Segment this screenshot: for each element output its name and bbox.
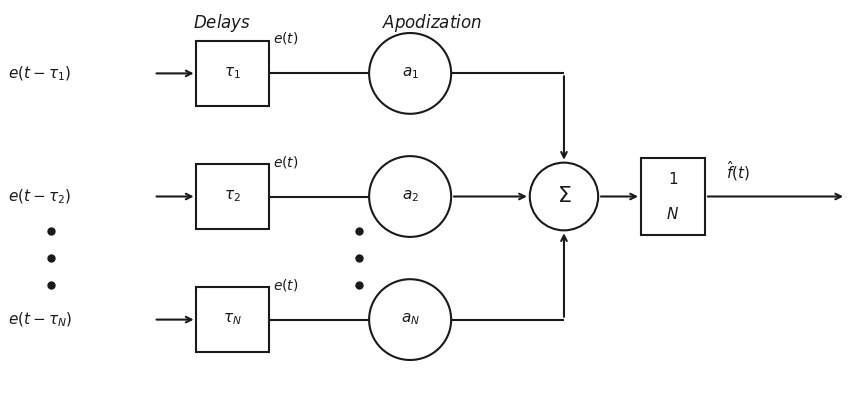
Text: $\mathit{\tau_2}$: $\mathit{\tau_2}$: [224, 189, 242, 204]
Text: $\mathit{Apodization}$: $\mathit{Apodization}$: [381, 13, 482, 35]
Bar: [197, 41, 269, 106]
Text: $\mathit{N}$: $\mathit{N}$: [666, 206, 679, 222]
Ellipse shape: [369, 33, 451, 114]
Text: $\mathit{\tau_1}$: $\mathit{\tau_1}$: [224, 66, 242, 81]
Bar: [641, 158, 705, 235]
Text: $\mathit{e(t - \tau_N)}$: $\mathit{e(t - \tau_N)}$: [9, 310, 72, 329]
Text: $\mathit{a_1}$: $\mathit{a_1}$: [401, 66, 419, 81]
Ellipse shape: [369, 279, 451, 360]
Text: $\mathit{e(t - \tau_1)}$: $\mathit{e(t - \tau_1)}$: [9, 64, 72, 83]
Text: $\mathit{e(t)}$: $\mathit{e(t)}$: [274, 154, 299, 169]
Text: $\mathit{a_2}$: $\mathit{a_2}$: [401, 189, 419, 204]
Text: $\mathit{Delays}$: $\mathit{Delays}$: [193, 13, 251, 35]
Text: $1$: $1$: [668, 171, 678, 187]
Bar: [197, 164, 269, 229]
Text: $\hat{f}(t)$: $\hat{f}(t)$: [727, 160, 750, 184]
Text: $\mathit{\tau_N}$: $\mathit{\tau_N}$: [224, 312, 243, 327]
Text: $\mathit{e(t)}$: $\mathit{e(t)}$: [274, 31, 299, 46]
Text: $\mathit{a_N}$: $\mathit{a_N}$: [400, 312, 419, 327]
Ellipse shape: [530, 163, 598, 230]
Text: $\Sigma$: $\Sigma$: [557, 187, 571, 206]
Text: $\mathit{e(t)}$: $\mathit{e(t)}$: [274, 277, 299, 293]
Bar: [197, 287, 269, 352]
Text: $\mathit{e(t - \tau_2)}$: $\mathit{e(t - \tau_2)}$: [9, 187, 72, 206]
Ellipse shape: [369, 156, 451, 237]
